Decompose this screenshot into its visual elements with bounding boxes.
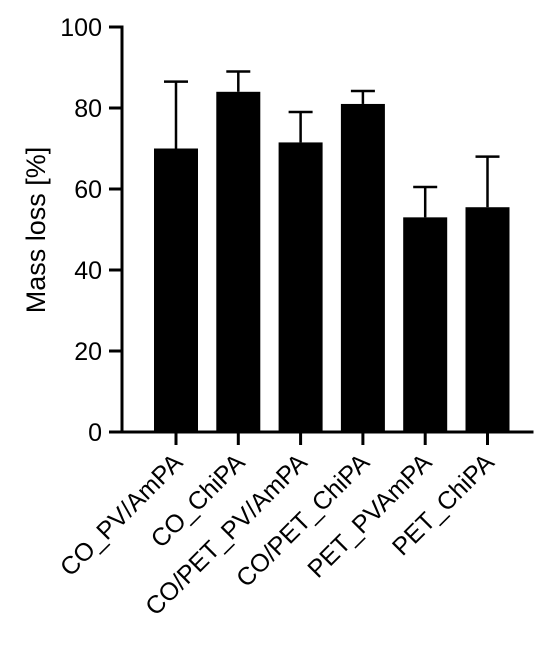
plot-area: 020406080100CO_PV/AmPACO_ChiPACO/PET_PV/…: [55, 14, 534, 621]
bar: [216, 91, 261, 433]
y-tick-label: 80: [74, 95, 102, 123]
bar: [465, 207, 510, 432]
bar: [340, 103, 385, 432]
y-tick-label: 0: [88, 419, 102, 447]
y-tick-label: 100: [60, 14, 102, 42]
bar: [403, 217, 448, 432]
y-tick-label: 60: [74, 176, 102, 204]
y-axis-title: Mass loss [%]: [21, 147, 51, 314]
bar: [154, 148, 198, 432]
y-tick-label: 20: [74, 338, 102, 366]
bar: [278, 142, 323, 433]
y-tick-label: 40: [74, 257, 102, 285]
